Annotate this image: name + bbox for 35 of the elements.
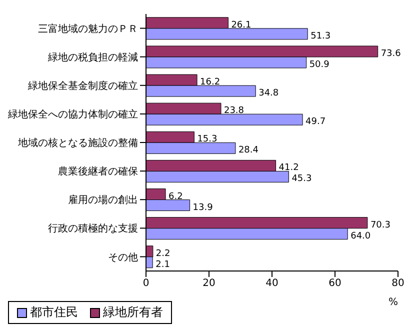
y-tick-label: 農業後継者の確保 <box>58 166 138 178</box>
data-label: 6.2 <box>168 192 183 202</box>
y-tick-label: その他 <box>108 251 138 264</box>
data-label: 45.3 <box>292 174 312 184</box>
data-label: 70.3 <box>370 220 390 230</box>
data-label: 2.2 <box>156 248 170 259</box>
data-label: 2.1 <box>156 260 170 270</box>
data-label: 34.8 <box>258 88 279 99</box>
data-label: 15.3 <box>197 134 218 145</box>
x-tick-label: 80 <box>392 278 404 290</box>
x-tick-label: 20 <box>202 278 216 290</box>
legend-label: 緑地所有者 <box>102 304 163 321</box>
y-tick-label: 三富地域の魅力のＰＲ <box>38 22 138 35</box>
x-tick-label: 60 <box>328 278 342 290</box>
legend-label: 都市住民 <box>29 304 78 321</box>
x-tick-label: 0 <box>142 278 150 290</box>
data-label: 23.8 <box>224 106 244 116</box>
data-label: 41.2 <box>278 163 299 174</box>
data-label: 64.0 <box>350 231 371 242</box>
data-label: 49.7 <box>306 117 326 128</box>
y-tick-label: 雇用の場の創出 <box>68 194 138 206</box>
y-tick-label: 緑地保全基金制度の確立 <box>27 80 138 92</box>
y-tick-label: 緑地の税負担の軽減 <box>47 51 138 64</box>
data-label: 50.9 <box>309 60 330 70</box>
data-label: 13.9 <box>192 202 214 213</box>
data-label: 16.2 <box>200 78 220 88</box>
x-axis-title: % <box>388 297 398 308</box>
data-label: 28.4 <box>238 146 259 156</box>
y-tick-label: 緑地保全への協力体制の確立 <box>7 108 138 120</box>
data-label: 26.1 <box>231 20 252 30</box>
x-tick-label: 40 <box>266 278 278 290</box>
data-label: 51.3 <box>310 31 331 42</box>
y-tick-label: 地域の核となる施設の整備 <box>17 137 138 150</box>
data-label: 73.6 <box>380 48 402 59</box>
y-tick-label: 行政の積極的な支援 <box>48 222 138 235</box>
